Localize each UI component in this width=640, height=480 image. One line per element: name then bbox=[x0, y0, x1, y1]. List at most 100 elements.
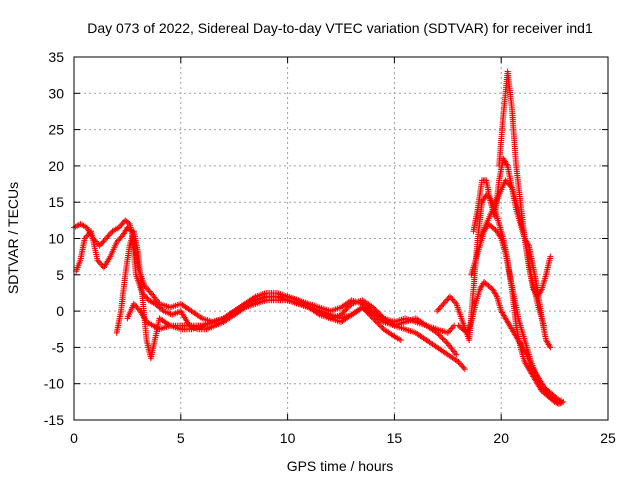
data-point bbox=[434, 329, 441, 336]
data-point bbox=[115, 224, 122, 231]
plot-frame bbox=[73, 56, 609, 421]
x-tick-label: 20 bbox=[493, 430, 509, 446]
data-point bbox=[95, 258, 102, 265]
axis-ticks: -15 -10 -5 0 5 10 15 20 25 30 35 0 5 10 15 20 25 bbox=[44, 49, 616, 446]
y-tick-label: 10 bbox=[48, 231, 64, 247]
data-point bbox=[371, 316, 378, 323]
data-point bbox=[374, 319, 381, 326]
data-point bbox=[447, 326, 454, 333]
data-point bbox=[344, 304, 351, 311]
data-point bbox=[370, 304, 377, 311]
data-point bbox=[461, 366, 468, 373]
data-point bbox=[340, 309, 347, 316]
data-point bbox=[135, 306, 142, 313]
data-point bbox=[503, 178, 510, 185]
data-point bbox=[343, 306, 350, 313]
data-point bbox=[374, 308, 381, 315]
data-point bbox=[446, 293, 453, 300]
y-tick-label: 35 bbox=[48, 49, 64, 65]
series-track-e bbox=[434, 191, 567, 408]
data-point bbox=[435, 331, 442, 338]
data-point bbox=[133, 303, 140, 310]
data-point bbox=[502, 177, 509, 184]
data-point bbox=[438, 333, 445, 340]
data-point bbox=[339, 310, 346, 317]
data-point bbox=[375, 320, 382, 327]
data-point bbox=[116, 236, 123, 243]
data-point bbox=[132, 302, 139, 309]
data-marks bbox=[71, 68, 567, 408]
data-point bbox=[441, 299, 448, 306]
data-point bbox=[362, 307, 369, 314]
y-tick-label: -10 bbox=[44, 376, 64, 392]
data-point bbox=[85, 231, 92, 238]
data-point bbox=[368, 313, 375, 320]
data-point bbox=[443, 297, 450, 304]
data-point bbox=[101, 236, 108, 243]
y-axis-label: SDTVAR / TECUs bbox=[5, 182, 21, 294]
data-point bbox=[94, 257, 101, 264]
data-point bbox=[364, 309, 371, 316]
x-tick-label: 5 bbox=[177, 430, 185, 446]
data-point bbox=[440, 336, 447, 343]
data-point bbox=[505, 180, 512, 187]
data-point bbox=[143, 294, 150, 301]
series-track-j bbox=[476, 177, 547, 329]
data-point bbox=[125, 219, 132, 226]
data-point bbox=[449, 324, 456, 331]
data-point bbox=[371, 305, 378, 312]
data-point bbox=[104, 234, 111, 241]
data-point bbox=[450, 297, 457, 304]
data-point bbox=[537, 287, 544, 294]
data-point bbox=[506, 181, 513, 188]
data-point bbox=[507, 183, 514, 190]
data-point bbox=[444, 329, 451, 336]
data-point bbox=[100, 238, 107, 245]
x-tick-label: 15 bbox=[387, 430, 403, 446]
data-point bbox=[443, 339, 450, 346]
y-tick-label: 0 bbox=[56, 303, 64, 319]
data-point bbox=[127, 227, 134, 234]
data-point bbox=[397, 337, 404, 344]
data-point bbox=[366, 311, 373, 318]
y-tick-label: 5 bbox=[56, 267, 64, 283]
data-point bbox=[375, 309, 382, 316]
y-tick-label: 20 bbox=[48, 158, 64, 174]
x-axis-label: GPS time / hours bbox=[287, 458, 394, 474]
data-point bbox=[440, 300, 447, 307]
data-point bbox=[99, 239, 106, 246]
chart-title: Day 073 of 2022, Sidereal Day-to-day VTE… bbox=[87, 20, 593, 36]
data-point bbox=[370, 315, 377, 322]
x-tick-label: 0 bbox=[70, 430, 78, 446]
data-point bbox=[547, 344, 554, 351]
data-point bbox=[363, 308, 370, 315]
data-point bbox=[376, 311, 383, 318]
data-point bbox=[376, 322, 383, 329]
data-point bbox=[372, 318, 379, 325]
y-tick-label: -5 bbox=[52, 339, 65, 355]
data-point bbox=[97, 260, 104, 267]
data-point bbox=[117, 234, 124, 241]
data-point bbox=[556, 397, 563, 404]
series-track-d bbox=[124, 293, 468, 373]
data-point bbox=[347, 302, 354, 309]
x-tick-label: 25 bbox=[600, 430, 616, 446]
data-point bbox=[134, 305, 141, 312]
data-point bbox=[455, 358, 462, 365]
data-point bbox=[503, 161, 510, 168]
data-point bbox=[113, 239, 120, 246]
data-point bbox=[459, 363, 466, 370]
y-tick-label: 30 bbox=[48, 85, 64, 101]
data-point bbox=[144, 285, 151, 292]
data-point bbox=[444, 296, 451, 303]
data-point bbox=[359, 304, 366, 311]
data-point bbox=[436, 332, 443, 339]
data-point bbox=[437, 303, 444, 310]
data-point bbox=[115, 237, 122, 244]
data-point bbox=[453, 351, 460, 358]
data-point bbox=[540, 322, 547, 329]
data-point bbox=[442, 338, 449, 345]
data-point bbox=[546, 342, 553, 349]
data-point bbox=[118, 221, 125, 228]
data-point bbox=[96, 242, 103, 249]
